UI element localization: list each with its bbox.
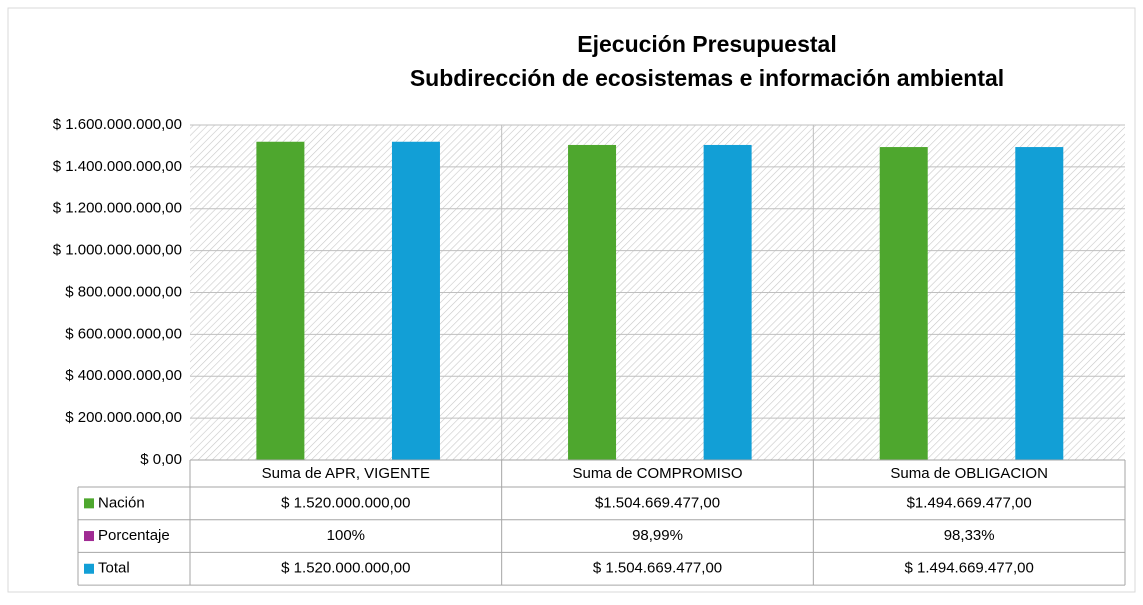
y-tick-label: $ 1.400.000.000,00	[53, 158, 182, 175]
data-label: $ 1.504.669.477,00	[593, 560, 722, 577]
data-label: 98,99%	[632, 527, 683, 544]
data-label: 100%	[327, 527, 365, 544]
x-tick-label: Suma de COMPROMISO	[572, 465, 742, 482]
x-tick-label: Suma de OBLIGACION	[890, 465, 1048, 482]
data-label: $ 1.520.000.000,00	[281, 494, 410, 511]
y-tick-label: $ 1.600.000.000,00	[53, 116, 182, 133]
data-label: $1.504.669.477,00	[595, 494, 720, 511]
legend-label: Porcentaje	[98, 527, 170, 544]
chart-title: Ejecución Presupuestal	[577, 31, 836, 57]
legend-key	[84, 498, 94, 508]
bar	[1015, 147, 1063, 460]
chart-subtitle: Subdirección de ecosistemas e informació…	[410, 65, 1004, 91]
y-tick-label: $ 600.000.000,00	[65, 325, 182, 342]
legend-key	[84, 564, 94, 574]
bar	[256, 142, 304, 460]
bar	[392, 142, 440, 460]
y-tick-label: $ 1.000.000.000,00	[53, 242, 182, 259]
data-label: $1.494.669.477,00	[907, 494, 1032, 511]
bar	[704, 145, 752, 460]
y-tick-label: $ 200.000.000,00	[65, 409, 182, 426]
data-label: 98,33%	[944, 527, 995, 544]
legend-label: Nación	[98, 494, 145, 511]
legend-label: Total	[98, 560, 130, 577]
y-tick-label: $ 0,00	[140, 451, 182, 468]
data-label: $ 1.494.669.477,00	[905, 560, 1034, 577]
bar	[880, 147, 928, 460]
bar	[568, 145, 616, 460]
data-label: $ 1.520.000.000,00	[281, 560, 410, 577]
y-tick-label: $ 400.000.000,00	[65, 367, 182, 384]
y-tick-label: $ 1.200.000.000,00	[53, 200, 182, 217]
x-tick-label: Suma de APR, VIGENTE	[262, 465, 430, 482]
y-tick-label: $ 800.000.000,00	[65, 283, 182, 300]
legend-key	[84, 531, 94, 541]
